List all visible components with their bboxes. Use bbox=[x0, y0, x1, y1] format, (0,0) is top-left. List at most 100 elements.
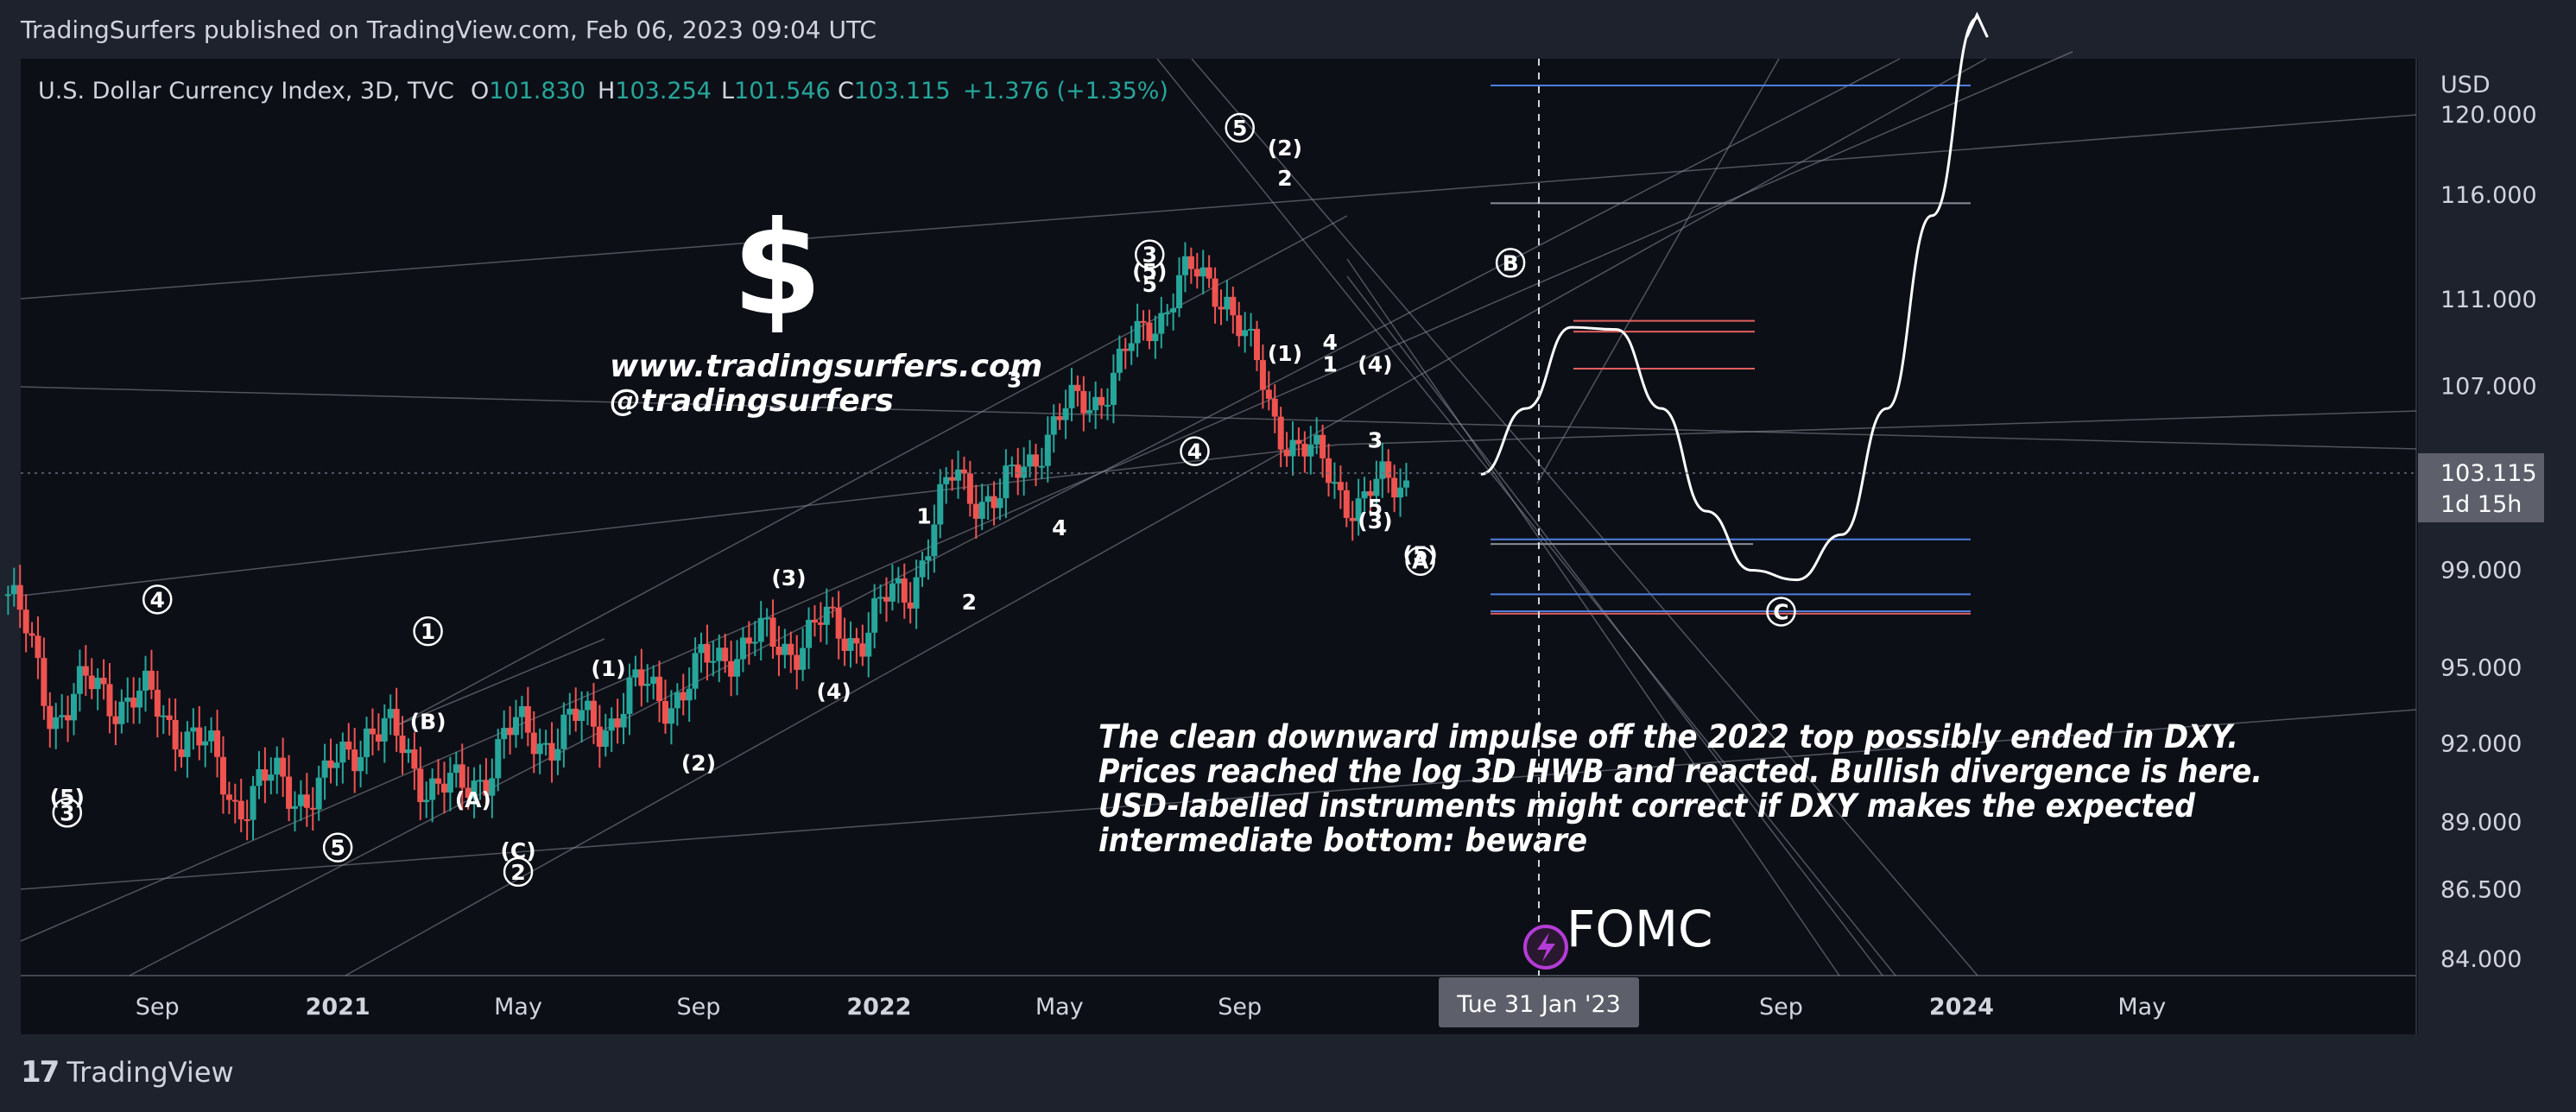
fomc-label: FOMC bbox=[1566, 900, 1713, 958]
candle-body bbox=[585, 700, 592, 711]
candle-body bbox=[393, 709, 400, 736]
price-tick: 92.000 bbox=[2440, 731, 2522, 758]
candle-body bbox=[674, 692, 680, 709]
candle-body bbox=[351, 749, 358, 772]
candle-body bbox=[680, 692, 687, 701]
candle-body bbox=[602, 730, 609, 747]
candle-body bbox=[1391, 477, 1398, 498]
currency-label: USD bbox=[2440, 72, 2491, 98]
candle-body bbox=[369, 728, 376, 735]
wave-label: 5 bbox=[330, 836, 345, 861]
candle-body bbox=[4, 594, 11, 597]
candle-body bbox=[501, 728, 508, 740]
candle-body bbox=[1092, 396, 1099, 411]
trendline bbox=[20, 51, 2073, 942]
candle-body bbox=[829, 606, 836, 609]
last-price-badge bbox=[2418, 453, 2544, 522]
time-tick: Sep bbox=[677, 994, 721, 1020]
candle-body bbox=[1248, 328, 1255, 331]
candle-body bbox=[364, 728, 370, 757]
price-tick: 120.000 bbox=[2440, 102, 2537, 129]
wave-label: (3) bbox=[771, 565, 806, 591]
wave-label: A bbox=[1412, 549, 1429, 574]
level-layer bbox=[1491, 84, 1971, 615]
candle-body bbox=[782, 643, 788, 655]
time-tick: 2021 bbox=[306, 994, 370, 1020]
candle-body bbox=[1116, 348, 1123, 373]
time-tick: Sep bbox=[136, 994, 180, 1020]
candle-body bbox=[955, 469, 962, 481]
candle-body bbox=[250, 786, 256, 820]
candle-body bbox=[913, 577, 920, 609]
candle-body bbox=[1044, 434, 1051, 466]
candle-body bbox=[268, 774, 275, 781]
wave-label: (4) bbox=[817, 679, 851, 704]
candle-body bbox=[1152, 333, 1159, 342]
trendline bbox=[1346, 258, 1840, 976]
candle-body bbox=[1003, 465, 1010, 499]
candle-body bbox=[387, 709, 394, 718]
candle-body bbox=[1283, 449, 1290, 457]
candle-body bbox=[76, 666, 83, 694]
wave-label: 4 bbox=[150, 587, 165, 612]
candle-body bbox=[728, 660, 735, 677]
candle-body bbox=[608, 718, 615, 731]
candle-body bbox=[219, 756, 226, 795]
dollar-sign-icon: $ bbox=[732, 194, 822, 344]
low-label: L bbox=[721, 78, 734, 104]
candle-body bbox=[59, 715, 66, 717]
candle-body bbox=[225, 794, 232, 800]
candle-body bbox=[381, 717, 388, 742]
price-tick: 116.000 bbox=[2440, 182, 2537, 209]
close-label: C bbox=[838, 78, 854, 104]
candle-body bbox=[256, 769, 263, 787]
candle-body bbox=[997, 498, 1003, 509]
candle-body bbox=[757, 617, 764, 642]
candle-body bbox=[536, 743, 543, 755]
candle-body bbox=[190, 727, 197, 732]
trendline bbox=[20, 709, 2417, 890]
candle-body bbox=[471, 780, 478, 799]
candle-body bbox=[53, 717, 60, 730]
candle-body bbox=[895, 578, 902, 584]
wave-label: C bbox=[1773, 599, 1788, 624]
candle-body bbox=[590, 700, 597, 727]
candle-body bbox=[315, 777, 322, 810]
candle-body bbox=[124, 697, 131, 702]
candle-body bbox=[1086, 410, 1093, 414]
svg-text:$: $ bbox=[732, 194, 822, 344]
trendline bbox=[396, 638, 605, 726]
svg-text:C103.115: C103.115 bbox=[838, 78, 951, 104]
candle-body bbox=[358, 756, 364, 772]
candle-body bbox=[524, 705, 531, 733]
high-label: H bbox=[598, 78, 615, 104]
open-value: 101.830 bbox=[489, 78, 585, 104]
time-tick: May bbox=[1035, 994, 1084, 1020]
candle-body bbox=[823, 606, 830, 625]
candle-body bbox=[118, 701, 125, 724]
candle-body bbox=[1146, 322, 1153, 342]
candle-body bbox=[1343, 490, 1350, 518]
candle-body bbox=[1320, 434, 1326, 458]
candle-body bbox=[1212, 278, 1218, 307]
trendline bbox=[1346, 275, 1883, 976]
candle-body bbox=[548, 742, 555, 761]
candle-body bbox=[661, 700, 668, 724]
candle-body bbox=[1326, 458, 1332, 483]
tradingview-logo[interactable]: 17 TradingView bbox=[21, 1055, 234, 1090]
candle-body bbox=[214, 730, 221, 757]
candle-body bbox=[841, 638, 848, 651]
candle-body bbox=[1080, 390, 1087, 414]
open-label: O bbox=[471, 78, 489, 104]
candle-body bbox=[28, 633, 35, 636]
lightning-icon bbox=[1523, 925, 1568, 970]
candle-body bbox=[178, 749, 185, 757]
candle-body bbox=[160, 715, 167, 717]
candle-body bbox=[596, 726, 603, 747]
projection-layer bbox=[1480, 11, 1989, 582]
wave-label-circle bbox=[413, 616, 443, 647]
candle-body bbox=[1050, 416, 1057, 435]
candle-body bbox=[82, 666, 89, 676]
candle-body bbox=[877, 597, 884, 599]
